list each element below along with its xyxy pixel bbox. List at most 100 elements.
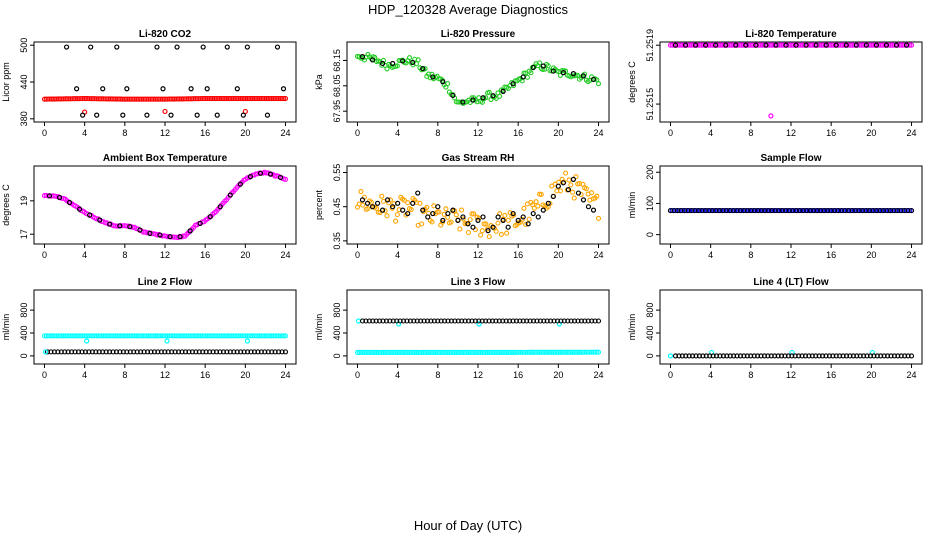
data-point [380,318,386,324]
series-pressure-dense [354,51,602,106]
data-point [380,198,387,204]
data-point [440,79,446,85]
data-point [724,353,730,359]
data-point [162,349,168,355]
data-point [364,200,371,206]
series-pressure-hourly [359,54,597,105]
data-point [387,318,393,324]
data-point [390,204,396,210]
data-point [279,349,285,355]
data-point [281,96,287,102]
data-point [455,217,461,223]
data-point [537,318,543,324]
data-point [258,349,264,355]
data-point [582,318,588,324]
data-point [853,42,859,48]
x-tick-label: 8 [122,128,127,138]
data-point [445,81,451,87]
data-point [481,221,487,227]
x-tick-label: 20 [553,128,563,138]
data-point [282,96,289,102]
data-point [58,349,64,355]
data-point [165,349,171,355]
data-point [186,349,192,355]
data-point [723,42,729,48]
y-tick-label: 380 [19,111,29,126]
panel-title: Li-820 Pressure [441,29,516,40]
x-tick-label: 16 [826,128,836,138]
data-point [569,189,576,195]
y-tick-label: 0.45 [332,198,342,216]
y-tick-label: 0.55 [332,164,342,182]
data-point [87,212,93,218]
data-point [147,230,153,236]
data-point [710,353,716,359]
data-point [405,210,411,217]
panel-li820-temperature: Li-820 Temperature degrees C 0 4 8 12 16 20 24 51… [627,29,923,138]
data-point [74,86,80,92]
x-tick-label: 24 [594,250,604,260]
data-point [113,349,120,355]
y-axis-label: ml/min [627,192,637,219]
data-point [493,318,499,324]
data-point [442,318,448,324]
data-point [120,349,126,355]
y-axis-label: degrees C [1,184,11,226]
data-point [571,195,577,201]
data-point [397,318,403,324]
data-point [768,353,774,359]
data-point [792,353,798,359]
data-point [424,204,430,211]
data-point [793,42,799,48]
data-point [500,217,506,223]
data-point [280,86,287,92]
panel-title: Line 2 Flow [138,277,193,288]
data-point [377,318,383,324]
data-point [667,353,674,359]
data-point [557,188,563,194]
data-point [550,68,556,74]
data-point [65,349,71,355]
data-point [274,44,281,50]
data-point [231,349,237,355]
data-point [751,353,757,359]
data-point [410,200,416,206]
y-tick-label: 0 [645,232,655,237]
data-point [878,353,884,359]
data-point [731,353,737,359]
data-point [420,65,426,72]
y-axis-label: ml/min [314,314,324,341]
data-point [422,66,428,72]
data-point [387,197,393,203]
data-point [823,42,829,48]
data-point [408,207,414,213]
data-point [224,44,230,50]
data-point [565,318,571,324]
data-point [478,232,484,238]
data-point [903,42,910,48]
data-point [355,318,362,324]
data-point [523,221,529,228]
data-point [51,349,57,355]
data-point [394,212,400,218]
data-point [42,349,49,355]
x-tick-label: 24 [281,250,291,260]
data-point [495,214,501,220]
series-line3-black [359,318,602,324]
data-point [56,194,63,201]
x-tick-label: 0 [355,250,360,260]
data-point [548,318,554,324]
data-point [151,349,157,355]
data-point [465,229,472,236]
data-point [763,42,769,48]
data-point [490,93,496,99]
data-point [538,191,544,197]
data-point [363,318,369,324]
data-point [874,353,880,359]
data-point [172,349,178,355]
y-tick-label: 68.15 [332,49,342,72]
data-point [457,226,463,232]
y-tick-label: 68.05 [332,75,342,98]
data-point [902,353,908,359]
data-point [265,349,271,355]
